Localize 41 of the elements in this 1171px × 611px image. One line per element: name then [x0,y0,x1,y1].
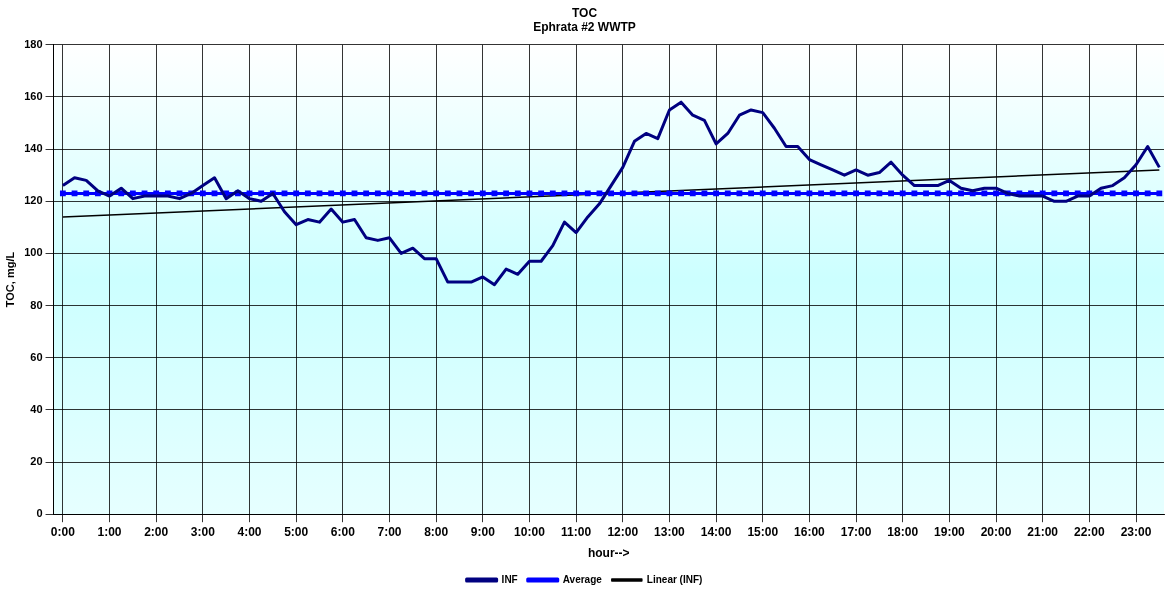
x-tick-label: 4:00 [237,524,262,539]
x-tick-label: 16:00 [794,524,826,539]
chart-subtitle: Ephrata #2 WWTP [533,19,636,34]
x-tick-label: 5:00 [284,524,309,539]
x-tick-label: 20:00 [980,524,1012,539]
x-tick-label: 22:00 [1074,524,1106,539]
x-tick-label: 0:00 [50,524,76,539]
x-tick-label: 11:00 [561,524,592,539]
y-tick-label: 40 [30,402,43,415]
y-tick-label: 100 [24,246,43,259]
x-tick-label: 10:00 [514,524,546,539]
y-tick-label: 80 [30,298,43,311]
y-tick-label: 0 [36,507,43,520]
chart-title: TOC [571,5,598,20]
legend-label: Linear (INF) [646,573,703,585]
x-tick-label: 6:00 [330,524,356,539]
x-tick-label: 13:00 [654,524,686,539]
x-tick-label: 18:00 [887,524,919,539]
x-tick-label: 17:00 [840,524,872,539]
y-tick-label: 180 [24,37,43,50]
legend-label: INF [501,573,518,585]
y-tick-label: 140 [24,142,43,155]
x-tick-label: 9:00 [470,524,496,539]
x-tick-label: 21:00 [1027,524,1059,539]
x-tick-label: 12:00 [607,524,639,539]
x-tick-label: 14:00 [700,524,732,539]
x-tick-label: 23:00 [1120,524,1152,539]
legend-label: Average [562,573,603,585]
y-tick-label: 20 [30,455,43,468]
x-tick-label: 7:00 [377,524,402,539]
y-tick-label: 120 [24,194,43,207]
x-tick-label: 8:00 [424,524,449,539]
x-tick-label: 2:00 [144,524,169,539]
y-axis-title: TOC, mg/L [3,251,16,308]
x-tick-label: 1:00 [97,524,122,539]
x-tick-label: 15:00 [747,524,779,539]
y-tick-label: 160 [24,89,43,102]
x-tick-label: 3:00 [190,524,216,539]
x-tick-label: 19:00 [934,524,966,539]
x-axis-title: hour--> [587,546,630,561]
y-tick-label: 60 [30,350,43,363]
